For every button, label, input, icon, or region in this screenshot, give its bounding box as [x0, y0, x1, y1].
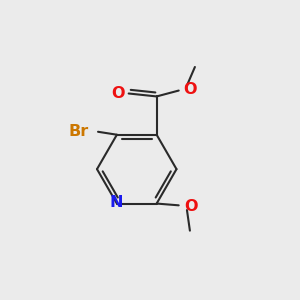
Text: N: N	[110, 196, 123, 211]
Text: Br: Br	[68, 124, 88, 139]
Text: O: O	[184, 199, 198, 214]
Text: O: O	[183, 82, 196, 97]
Text: O: O	[111, 86, 124, 101]
